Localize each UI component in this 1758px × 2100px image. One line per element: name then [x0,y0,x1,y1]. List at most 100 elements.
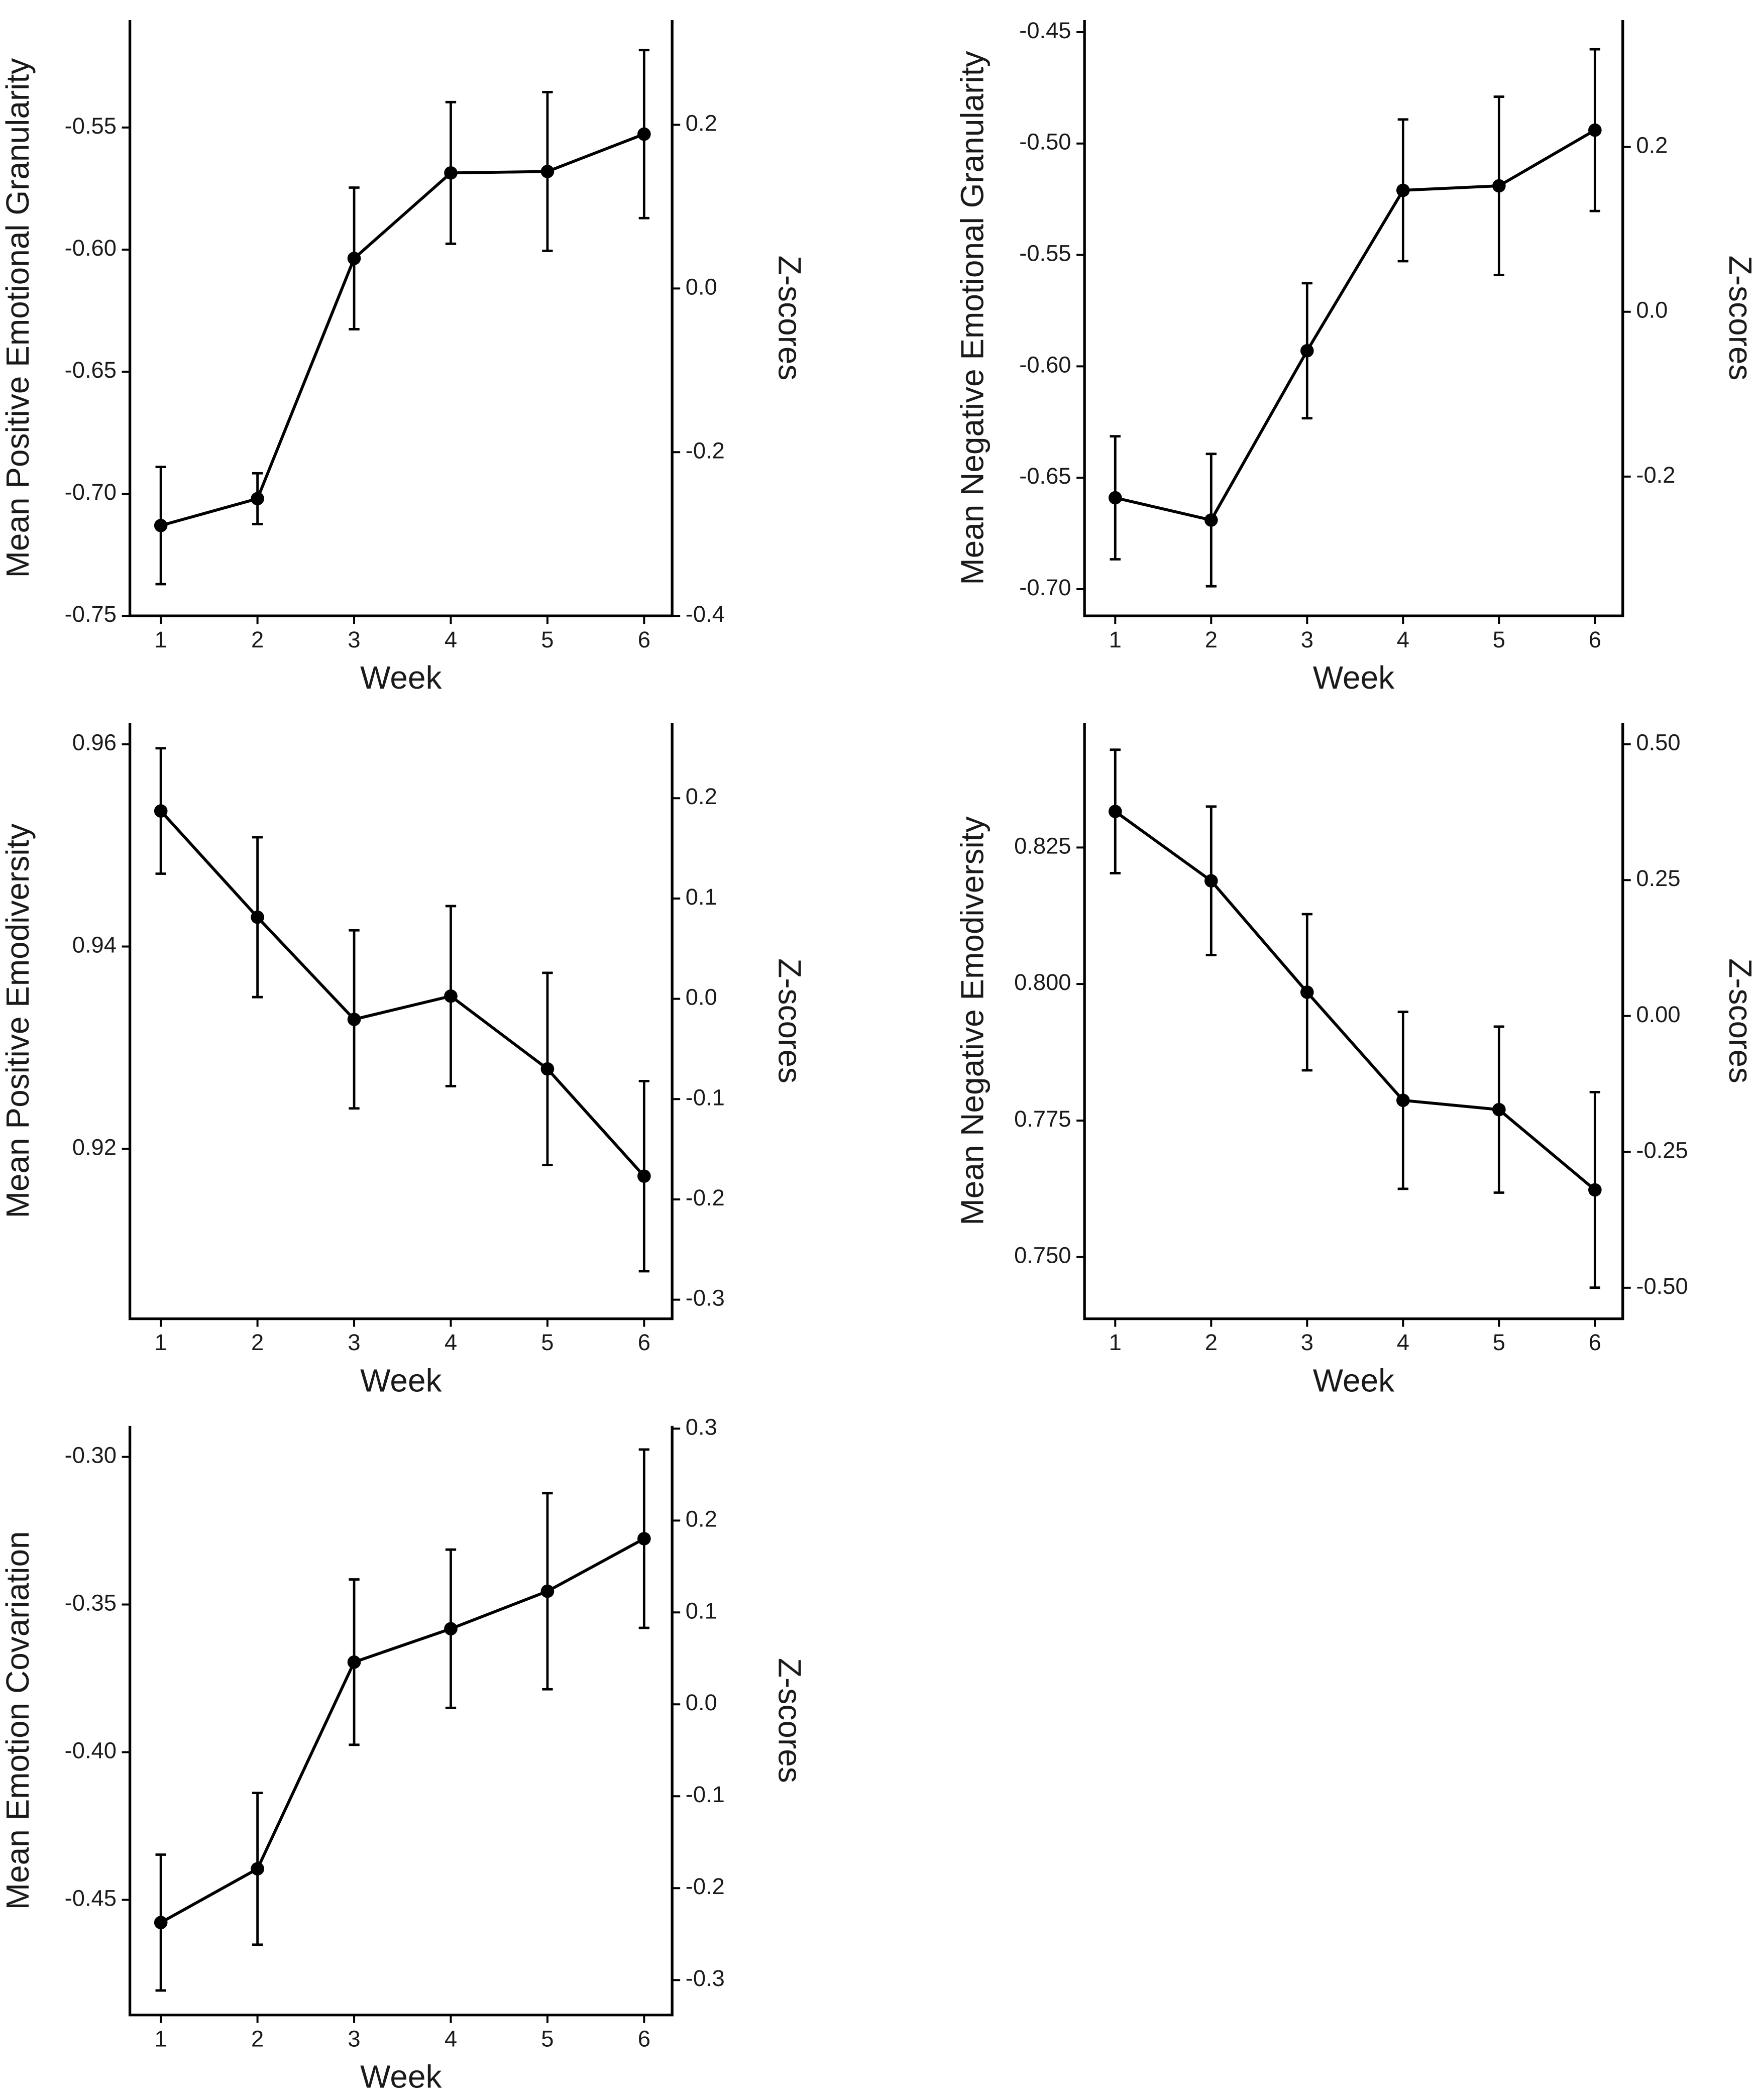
data-point [444,989,458,1003]
x-tick-label: 5 [541,2026,554,2051]
y2-tick-label: -0.2 [686,1185,725,1210]
data-point [1588,1183,1602,1197]
data-point [1396,1093,1410,1108]
x-tick-label: 2 [251,627,264,652]
y-tick-label: -0.60 [65,235,117,261]
panel: 1 2 3 4 5 6 0.92 0.94 0.96 -0.3 -0.2 -0.1 0.0 0.1 0.2 W… [0,723,808,1398]
x-tick-label: 1 [1109,627,1122,652]
y2-tick-label: 0.0 [686,984,717,1010]
data-point [154,1916,168,1930]
y2-tick-label: 0.1 [686,1598,717,1623]
x-tick-label: 2 [1205,627,1218,652]
y2-tick-label: -0.50 [1636,1273,1688,1299]
axes [128,20,674,617]
y2-tick-label: -0.3 [686,1965,725,1991]
data-point [347,252,361,265]
x-axis-title: Week [1313,659,1395,696]
data-point [251,910,264,924]
y-tick-label: 0.800 [1014,969,1071,995]
y2-tick-label: 0.2 [686,1506,717,1531]
x-tick-label: 6 [1589,627,1601,652]
x-tick-label: 3 [348,2026,360,2051]
y-tick-label: -0.45 [1019,18,1071,43]
x-tick-label: 6 [1589,1330,1601,1355]
y2-axis-title: Z-scores [772,256,808,381]
axes [1083,723,1624,1320]
y2-tick-label: 0.3 [686,1414,717,1440]
y2-tick-label: 0.25 [1636,865,1680,891]
y2-tick-label: 0.0 [686,1690,717,1715]
y2-tick-label: 0.2 [686,784,717,809]
y2-tick-label: -0.3 [686,1285,725,1311]
data-point [540,1062,555,1076]
data-point [444,1622,458,1636]
x-axis-title: Week [360,659,442,696]
x-tick-label: 6 [638,627,650,652]
x-tick-label: 3 [348,1330,360,1355]
data-point [1204,874,1218,888]
panel: 1 2 3 4 5 6 -0.75 -0.70 -0.65 -0.60 -0.55 -0.4 -0.2 0… [0,20,808,696]
x-tick-label: 2 [1205,1330,1218,1355]
data-point [251,492,264,506]
y-tick-label: -0.75 [65,601,117,627]
x-tick-label: 5 [541,1330,554,1355]
data-point [637,1532,651,1545]
axes [1083,20,1624,617]
data-line [160,133,645,527]
y2-tick-label: 0.00 [1636,1002,1680,1027]
y-tick-label: -0.50 [1019,129,1071,155]
y2-tick-label: -0.1 [686,1084,725,1110]
y-tick-label: -0.40 [65,1737,117,1763]
x-tick-label: 3 [1301,1330,1313,1355]
data-line [160,810,645,1177]
y-tick-label: -0.30 [65,1443,117,1468]
data-line [1115,129,1596,522]
data-point [1396,183,1410,197]
x-tick-label: 5 [1493,627,1505,652]
panel: 1 2 3 4 5 6 -0.70 -0.65 -0.60 -0.55 -0.50 -0.45 -0.2… [954,18,1758,696]
y2-tick-label: 0.1 [686,884,717,910]
y-tick-label: 0.750 [1014,1243,1071,1268]
y-tick-label: -0.45 [65,1885,117,1911]
x-tick-label: 4 [445,2026,457,2051]
x-tick-label: 2 [251,2026,264,2051]
y-tick-label: -0.70 [65,479,117,505]
x-tick-label: 1 [155,1330,167,1355]
y-tick-label: 0.775 [1014,1106,1071,1132]
x-tick-label: 3 [348,627,360,652]
data-point [154,518,168,532]
y2-tick-label: 0.0 [686,274,717,299]
data-line [160,1537,645,1924]
y-tick-label: 0.94 [72,932,117,957]
y-tick-label: -0.55 [1019,241,1071,266]
y2-tick-label: -0.2 [686,1873,725,1899]
x-tick-label: 1 [1109,1330,1122,1355]
data-point [444,166,458,180]
y-tick-label: 0.96 [72,730,117,755]
data-point [347,1655,361,1669]
x-tick-label: 5 [1493,1330,1505,1355]
y-axis-title: Mean Negative Emotional Granularity [954,51,990,585]
x-tick-label: 4 [445,1330,457,1355]
y-axis-title: Mean Positive Emotional Granularity [0,58,36,578]
y-axis-title: Mean Emotion Covariation [0,1531,36,1910]
y-axis-title: Mean Positive Emodiversity [0,824,36,1219]
x-tick-label: 4 [1397,1330,1409,1355]
data-point [347,1013,361,1026]
data-point [1300,985,1314,999]
y2-axis-title: Z-scores [772,958,808,1083]
data-point [1108,491,1122,505]
y2-tick-label: 0.2 [686,110,717,136]
x-tick-label: 3 [1301,627,1313,652]
data-line [1114,810,1596,1191]
data-point [1300,344,1314,358]
y2-axis-title: Z-scores [772,1658,808,1783]
data-point [1108,805,1122,818]
panel: 1 2 3 4 5 6 0.750 0.775 0.800 0.825 -0.50 -0.25 0.00… [954,723,1758,1398]
axes [128,723,674,1320]
data-point [1492,1102,1506,1117]
y2-tick-label: -0.25 [1636,1137,1688,1163]
x-axis-title: Week [360,1362,442,1398]
data-point [637,127,651,141]
